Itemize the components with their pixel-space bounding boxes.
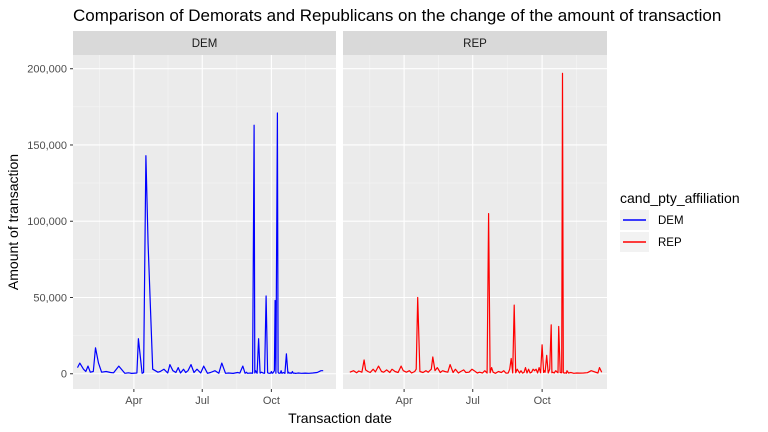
series-lines: [76, 72, 603, 374]
chart-title: Comparison of Demorats and Republicans o…: [73, 6, 721, 25]
y-tick-label: 0: [61, 369, 67, 381]
x-axis-title: Transaction date: [288, 410, 392, 426]
dem-strip-background: [73, 31, 336, 55]
x-tick-label: Oct: [534, 395, 551, 407]
legend: cand_pty_affiliation DEM REP: [620, 190, 740, 252]
rep-panel-background: [343, 55, 607, 389]
rep-strip-label: REP: [463, 38, 487, 50]
dem-panel-background: [73, 55, 336, 389]
x-tick-label: Apr: [396, 395, 413, 407]
y-tick-label: 150,000: [27, 140, 67, 152]
y-axis-title: Amount of transaction: [5, 154, 21, 290]
y-tick-label: 200,000: [27, 64, 67, 76]
x-tick-label: Apr: [125, 395, 142, 407]
series-line-dem: [76, 112, 324, 374]
legend-label-dem: DEM: [658, 215, 684, 227]
x-tick-label: Oct: [263, 395, 280, 407]
y-tick-label: 50,000: [33, 292, 67, 304]
rep-strip-background: [343, 31, 607, 55]
legend-title: cand_pty_affiliation: [620, 190, 740, 206]
y-tick-label: 100,000: [27, 216, 67, 228]
series-line-rep: [349, 72, 603, 374]
dem-strip-label: DEM: [192, 38, 218, 50]
axes: 0 50,000 100,000 150,000 200,000 Apr Jul Oct Apr…: [27, 64, 550, 407]
x-tick-label: Jul: [195, 395, 209, 407]
legend-label-rep: REP: [658, 237, 682, 249]
x-tick-label: Jul: [466, 395, 480, 407]
